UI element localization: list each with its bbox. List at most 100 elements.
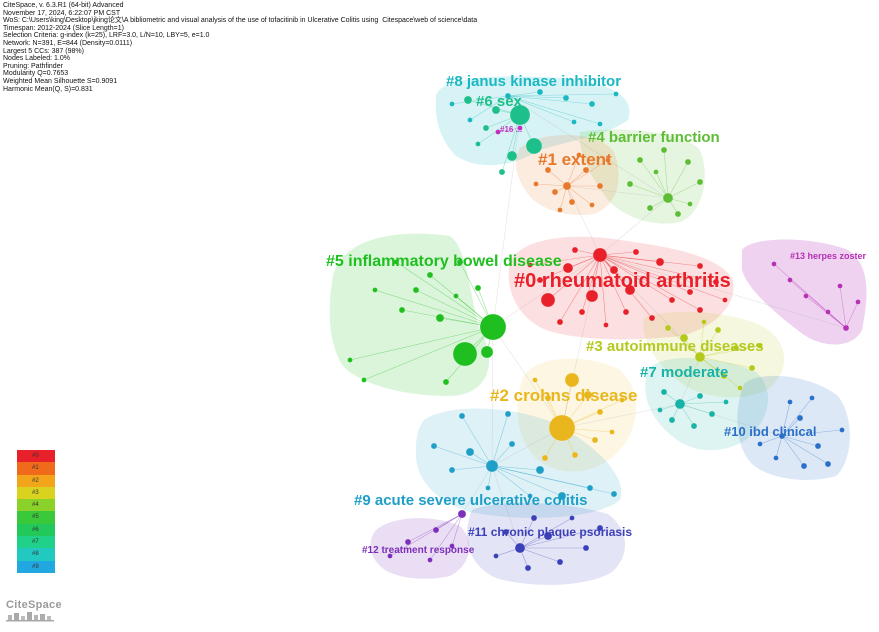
network-node [571, 246, 579, 254]
logo-skyline [6, 612, 54, 622]
network-node [596, 408, 604, 416]
network-node [732, 344, 740, 352]
network-node [432, 526, 440, 534]
legend-swatch: #8 [17, 548, 55, 561]
edge [629, 183, 669, 199]
legend-swatch: #2 [17, 474, 55, 487]
network-nodes [347, 88, 861, 572]
cluster-label: #5 inflammatory bowel disease [326, 253, 562, 270]
edge [759, 435, 783, 445]
network-node [622, 308, 630, 316]
edge [415, 289, 494, 328]
network-node [657, 407, 663, 413]
network-node [467, 117, 473, 123]
edge [639, 159, 669, 199]
network-node [624, 284, 636, 296]
network-node [498, 168, 506, 176]
network-node [632, 248, 640, 256]
edge [395, 261, 494, 328]
edge [461, 415, 493, 467]
network-node [619, 397, 625, 403]
header-line: Weighted Mean Silhouette S=0.9091 [3, 77, 118, 85]
network-node [509, 104, 531, 126]
network-node [448, 466, 456, 474]
network-node [686, 288, 694, 296]
legend-swatch: #3 [17, 486, 55, 500]
network-node [679, 333, 689, 343]
header-line: WoS: C:\Users\king\Desktop\jking论文\A bib… [3, 17, 478, 25]
cluster-labels: #0 rheumatoid arthritis #1 extent #2 crohn… [326, 73, 867, 556]
network-node [773, 455, 779, 461]
inter-cluster-edge [599, 197, 669, 256]
edge [773, 263, 847, 329]
network-node [603, 322, 609, 328]
edge [401, 309, 494, 328]
network-node [463, 95, 473, 105]
network-node [839, 427, 845, 433]
network-node [504, 410, 512, 418]
network-node [696, 262, 704, 270]
cluster-hull [466, 502, 626, 585]
cluster-label: #16 ... [500, 125, 522, 134]
edge [781, 397, 813, 437]
network-node [674, 398, 686, 410]
cluster-label: #2 crohns disease [490, 386, 637, 405]
edge [599, 254, 673, 301]
network-node [653, 169, 659, 175]
network-node [720, 372, 728, 380]
legend-swatch: #5 [17, 511, 55, 524]
edge [566, 185, 593, 206]
network-node [551, 188, 559, 196]
inter-cluster-edge [492, 114, 521, 328]
network-node [809, 395, 815, 401]
edge [469, 95, 509, 121]
edge [451, 95, 509, 105]
network-node [696, 306, 704, 314]
header-line: Largest 5 CCs: 387 (98%) [3, 47, 84, 55]
network-node [453, 293, 459, 299]
edge [451, 465, 493, 471]
cluster-color-legend: #0 #1 #2 #3 #4 #5 #6 #7 #8 #9 [17, 450, 55, 573]
edge [435, 513, 463, 531]
header-line: CiteSpace, v. 6.3.R1 (64-bit) Advanced [3, 2, 124, 9]
network-node [449, 101, 455, 107]
network-node [479, 313, 507, 341]
edge [547, 169, 568, 187]
inter-cluster-edge [507, 95, 669, 199]
network-node [548, 414, 576, 442]
network-node [372, 287, 378, 293]
network-node [485, 459, 499, 473]
network-node [491, 105, 501, 115]
network-node [855, 299, 861, 305]
edge [599, 254, 653, 319]
network-node [412, 286, 420, 294]
edge [566, 169, 587, 187]
edge [491, 465, 531, 497]
network-node [504, 92, 512, 100]
network-node [442, 378, 450, 386]
edge [451, 513, 463, 547]
edge [699, 329, 719, 358]
edge [559, 185, 568, 211]
inter-cluster-edge [491, 427, 563, 467]
network-node [803, 293, 809, 299]
network-node [662, 192, 674, 204]
edge [566, 159, 609, 187]
cluster-label: #7 moderate [640, 364, 728, 381]
cluster-label: #0 rheumatoid arthritis [514, 270, 731, 292]
edge [559, 254, 601, 323]
inter-cluster-edge [491, 465, 521, 549]
edge [566, 154, 580, 187]
inter-cluster-edge [566, 185, 601, 256]
network-node [814, 442, 822, 450]
network-node [458, 412, 466, 420]
network-node [556, 558, 564, 566]
network-node [609, 265, 619, 275]
network-node [540, 292, 556, 308]
cluster-hull [435, 76, 630, 166]
network-node [569, 515, 575, 521]
network-node [430, 442, 438, 450]
edge [491, 465, 563, 497]
network-node [544, 166, 552, 174]
